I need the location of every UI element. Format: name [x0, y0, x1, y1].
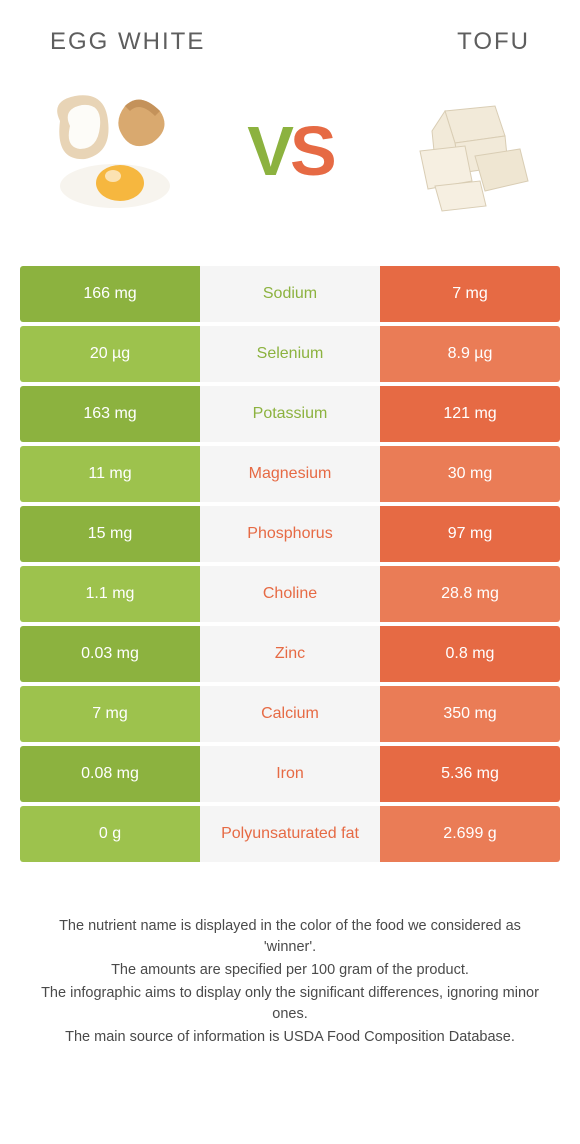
vs-label: VS	[247, 111, 332, 191]
value-left: 20 µg	[20, 326, 200, 382]
table-row: 11 mgMagnesium30 mg	[20, 446, 560, 502]
value-right: 7 mg	[380, 266, 560, 322]
value-right: 97 mg	[380, 506, 560, 562]
table-row: 0.03 mgZinc0.8 mg	[20, 626, 560, 682]
value-right: 0.8 mg	[380, 626, 560, 682]
egg-white-image	[30, 81, 190, 221]
value-left: 0.08 mg	[20, 746, 200, 802]
nutrient-label: Polyunsaturated fat	[200, 806, 380, 862]
footer-notes: The nutrient name is displayed in the co…	[0, 866, 580, 1048]
footer-line-1: The nutrient name is displayed in the co…	[40, 916, 540, 958]
header: EGG WHITE TOFU	[0, 0, 580, 66]
table-row: 0 gPolyunsaturated fat2.699 g	[20, 806, 560, 862]
footer-line-3: The infographic aims to display only the…	[40, 983, 540, 1025]
nutrient-label: Calcium	[200, 686, 380, 742]
table-row: 1.1 mgCholine28.8 mg	[20, 566, 560, 622]
value-left: 7 mg	[20, 686, 200, 742]
value-right: 121 mg	[380, 386, 560, 442]
value-left: 15 mg	[20, 506, 200, 562]
table-row: 166 mgSodium7 mg	[20, 266, 560, 322]
nutrient-label: Zinc	[200, 626, 380, 682]
value-right: 350 mg	[380, 686, 560, 742]
value-left: 0 g	[20, 806, 200, 862]
value-right: 2.699 g	[380, 806, 560, 862]
value-left: 166 mg	[20, 266, 200, 322]
value-right: 28.8 mg	[380, 566, 560, 622]
comparison-table: 166 mgSodium7 mg20 µgSelenium8.9 µg163 m…	[0, 266, 580, 862]
vs-s: S	[290, 111, 333, 191]
value-left: 163 mg	[20, 386, 200, 442]
nutrient-label: Selenium	[200, 326, 380, 382]
table-row: 163 mgPotassium121 mg	[20, 386, 560, 442]
footer-line-2: The amounts are specified per 100 gram o…	[40, 960, 540, 981]
value-right: 5.36 mg	[380, 746, 560, 802]
hero-row: VS	[0, 66, 580, 266]
tofu-image	[390, 81, 550, 221]
nutrient-label: Magnesium	[200, 446, 380, 502]
vs-v: V	[247, 111, 290, 191]
nutrient-label: Potassium	[200, 386, 380, 442]
nutrient-label: Sodium	[200, 266, 380, 322]
value-right: 30 mg	[380, 446, 560, 502]
nutrient-label: Iron	[200, 746, 380, 802]
value-left: 0.03 mg	[20, 626, 200, 682]
table-row: 20 µgSelenium8.9 µg	[20, 326, 560, 382]
nutrient-label: Phosphorus	[200, 506, 380, 562]
table-row: 0.08 mgIron5.36 mg	[20, 746, 560, 802]
title-right: TOFU	[457, 28, 530, 56]
title-left: EGG WHITE	[50, 28, 205, 56]
value-right: 8.9 µg	[380, 326, 560, 382]
value-left: 1.1 mg	[20, 566, 200, 622]
table-row: 7 mgCalcium350 mg	[20, 686, 560, 742]
table-row: 15 mgPhosphorus97 mg	[20, 506, 560, 562]
footer-line-4: The main source of information is USDA F…	[40, 1027, 540, 1048]
value-left: 11 mg	[20, 446, 200, 502]
nutrient-label: Choline	[200, 566, 380, 622]
